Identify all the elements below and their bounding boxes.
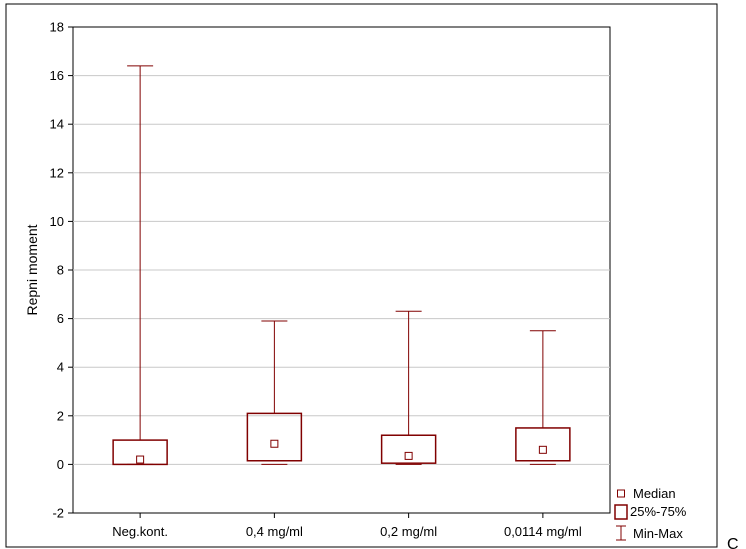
- median-marker: [270, 439, 279, 448]
- y-tick-label: 16: [50, 68, 64, 83]
- x-tick-label: 0,0114 mg/ml: [504, 524, 582, 539]
- median-marker: [136, 455, 145, 464]
- boxes: [112, 65, 571, 466]
- y-axis-title: Repni moment: [24, 224, 40, 315]
- y-tick-label: 6: [57, 311, 64, 326]
- iqr-box: [515, 427, 571, 462]
- legend-iqr-symbol: [614, 504, 628, 520]
- box-group: [380, 310, 437, 465]
- legend-range-label: Min-Max: [633, 526, 683, 541]
- y-tick-label: 18: [50, 20, 64, 35]
- median-marker: [404, 451, 413, 460]
- x-tick-label: Neg.kont.: [112, 524, 168, 539]
- y-tick-label: 2: [57, 408, 64, 423]
- y-tick-label: 14: [50, 117, 64, 132]
- y-tick-label: -2: [52, 506, 64, 521]
- y-tick-label: 4: [57, 360, 64, 375]
- iqr-box: [380, 434, 437, 464]
- legend-iqr-label: 25%-75%: [630, 504, 687, 519]
- legend-median-label: Median: [633, 486, 676, 501]
- median-marker: [538, 445, 547, 454]
- box-group: [246, 320, 303, 465]
- legend: Median 25%-75% Min-Max: [614, 486, 687, 541]
- y-tick-label: 0: [57, 457, 64, 472]
- x-tick-label: 0,2 mg/ml: [380, 524, 437, 539]
- box-group: [515, 330, 571, 465]
- y-tick-label: 8: [57, 263, 64, 278]
- y-axis: -2 0 2 4 6 8 10 12 14 16 18: [50, 20, 73, 521]
- iqr-box: [112, 439, 168, 466]
- iqr-box: [246, 412, 303, 462]
- x-axis: Neg.kont. 0,4 mg/ml 0,2 mg/ml 0,0114 mg/ml: [112, 513, 582, 539]
- stray-letter: C: [727, 536, 739, 549]
- x-tick-label: 0,4 mg/ml: [246, 524, 303, 539]
- y-tick-label: 10: [50, 214, 64, 229]
- legend-median-symbol: [617, 489, 625, 498]
- box-group: [112, 65, 168, 466]
- grid-lines: [73, 75, 610, 465]
- y-tick-label: 12: [50, 165, 64, 180]
